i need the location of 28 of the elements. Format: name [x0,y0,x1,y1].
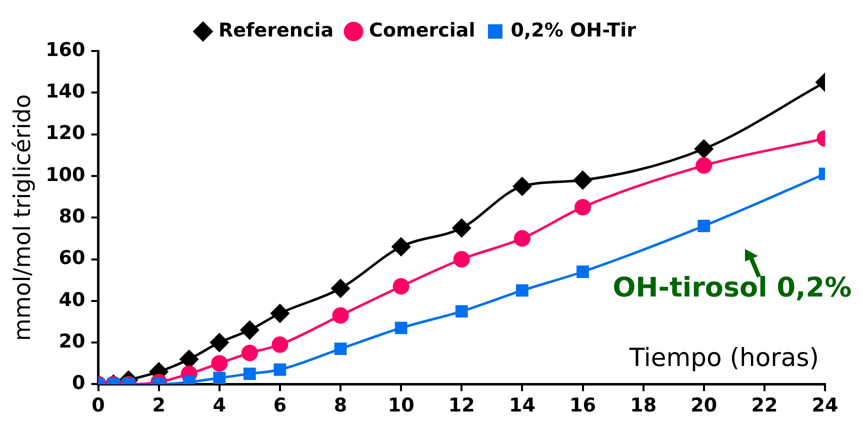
x-tick-label: 18 [630,394,657,417]
x-tick-label: 22 [751,394,778,417]
y-tick-label: 160 [46,38,86,61]
y-tick-label: 100 [46,164,86,186]
y-tick-label: 120 [46,122,86,144]
x-tick-label: 6 [273,394,287,417]
x-tick-label: 0 [92,394,105,417]
y-tick-label: 140 [46,80,86,103]
x-tick-label: 4 [212,394,226,417]
legend-label: Referencia [218,19,334,42]
y-tick-label: 40 [58,288,86,311]
x-tick-label: 12 [448,394,475,417]
x-tick-label: 24 [812,394,838,417]
x-tick-label: 10 [388,394,414,417]
x-tick-label: 14 [508,394,536,417]
y-tick-label: 60 [58,247,86,270]
x-tick-label: 8 [334,394,348,417]
legend-label: Comercial [369,19,476,42]
legend-label: 0,2% OH-Tir [510,19,637,42]
x-tick-label: 20 [690,394,718,417]
x-tick-label: 16 [570,394,596,417]
y-axis-title: mmol/mol triglicérido [10,94,36,341]
y-tick-label: 20 [58,330,86,352]
y-tick-label: 80 [58,206,86,228]
y-tick-label: 0 [72,372,86,394]
annotation: OH-tirosol 0,2% [612,272,852,304]
x-tick-label: 2 [152,394,166,417]
x-axis-title: Tiempo (horas) [628,343,819,372]
